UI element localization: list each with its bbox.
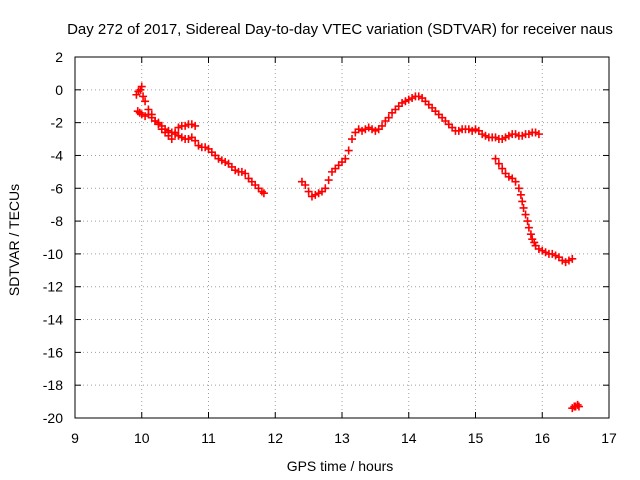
y-tick-label: -14 <box>43 312 63 328</box>
y-tick-label: -18 <box>43 377 63 393</box>
x-tick-label: 15 <box>468 430 484 446</box>
data-point <box>147 110 156 119</box>
series-arc-4 <box>568 400 583 413</box>
data-point <box>491 154 500 163</box>
y-tick-label: 2 <box>55 49 63 65</box>
data-point <box>516 190 525 199</box>
data-point <box>341 154 350 163</box>
x-tick-label: 12 <box>267 430 283 446</box>
data-point <box>137 82 146 91</box>
y-tick-label: -2 <box>51 115 64 131</box>
data-point <box>498 164 507 173</box>
data-point <box>139 92 148 101</box>
data-point <box>524 223 533 232</box>
data-point <box>494 159 503 168</box>
data-point <box>259 189 268 198</box>
x-tick-label: 11 <box>201 430 216 446</box>
data-point <box>191 121 200 130</box>
ticks <box>74 56 610 419</box>
grid <box>75 57 609 418</box>
x-tick-label: 14 <box>401 430 417 446</box>
data-point <box>241 169 250 178</box>
x-tick-label: 9 <box>71 430 79 446</box>
y-tick-label: -6 <box>51 180 64 196</box>
data-point <box>348 135 357 144</box>
data-point <box>304 187 313 196</box>
x-tick-label: 10 <box>134 430 150 446</box>
data-point <box>574 402 583 411</box>
data-point <box>526 230 535 239</box>
x-axis-label: GPS time / hours <box>287 458 394 474</box>
x-tick-label: 17 <box>601 430 617 446</box>
tick-labels: 9 10 11 12 13 14 15 16 17 2 0 -2 -4 -6 -8 -10 -12 -14 -16 -… <box>43 49 617 446</box>
x-tick-label: 16 <box>534 430 550 446</box>
y-tick-label: 0 <box>55 82 63 98</box>
data-point <box>378 121 387 130</box>
data-point <box>521 210 530 219</box>
data-point <box>519 203 528 212</box>
data-point <box>534 130 543 139</box>
data-point <box>191 136 200 145</box>
series-arc-3 <box>491 154 577 267</box>
data-point <box>514 184 523 193</box>
data-point <box>384 113 393 122</box>
chart-title: Day 272 of 2017, Sidereal Day-to-day VTE… <box>67 21 613 38</box>
y-tick-label: -8 <box>51 213 64 229</box>
data-point <box>573 400 582 409</box>
data-point <box>141 97 150 106</box>
data-point <box>301 180 310 189</box>
series-arc-1 <box>132 82 268 198</box>
y-tick-label: -4 <box>51 147 64 163</box>
y-tick-label: -10 <box>43 246 63 262</box>
data-points <box>132 82 583 413</box>
data-point <box>344 146 353 155</box>
data-point <box>511 177 520 186</box>
data-point <box>523 217 532 226</box>
data-point <box>324 176 333 185</box>
y-tick-label: -12 <box>43 279 63 295</box>
data-point <box>144 105 153 114</box>
data-point <box>321 184 330 193</box>
y-axis-label: SDTVAR / TECUs <box>6 184 22 296</box>
data-point <box>518 197 527 206</box>
x-tick-label: 13 <box>334 430 350 446</box>
y-tick-label: -16 <box>43 344 63 360</box>
data-point <box>568 254 577 263</box>
series-arc-2 <box>297 92 543 201</box>
y-tick-label: -20 <box>43 410 63 426</box>
